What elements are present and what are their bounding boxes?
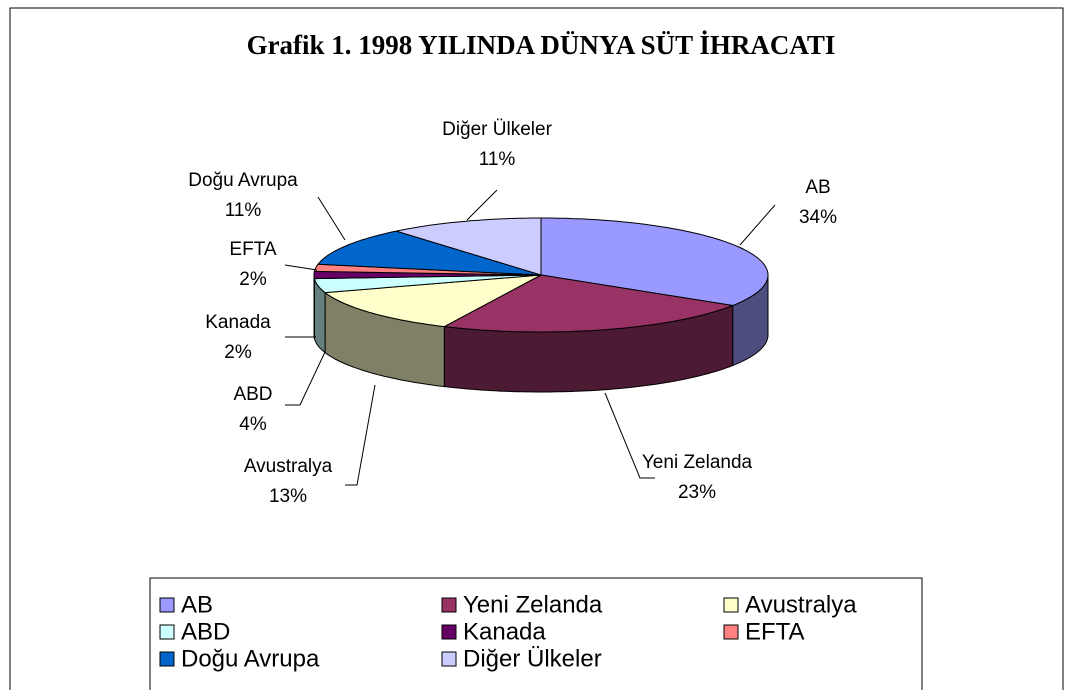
slice-value-label: 11% [225, 200, 262, 221]
slice-value-label: 13% [269, 486, 307, 507]
slice [313, 270, 542, 280]
leader-line [739, 204, 776, 246]
legend-swatch [723, 624, 739, 640]
leader-line [604, 392, 655, 479]
slice-label: Kanada [205, 312, 271, 333]
legend-swatch [441, 624, 457, 640]
leader-line [285, 351, 326, 406]
slice-label: Avustralya [244, 456, 333, 477]
slice [313, 274, 542, 294]
slice-label: Doğu Avrupa [188, 170, 298, 191]
legend-label: Yeni Zelanda [463, 591, 603, 618]
legend-swatch [723, 597, 739, 613]
legend-label: Avustralya [745, 591, 857, 618]
slice-label: AB [805, 177, 830, 198]
slice-value-label: 11% [479, 149, 516, 170]
legend-label: Diğer Ülkeler [463, 645, 602, 672]
leader-line [284, 264, 318, 271]
legend-swatch [159, 597, 175, 613]
slice [316, 230, 542, 276]
slice-value-label: 23% [678, 482, 716, 503]
slice-value-label: 34% [799, 207, 837, 228]
legend-label: EFTA [745, 618, 805, 645]
legend-swatch [159, 624, 175, 640]
legend-box [149, 577, 923, 690]
slice-label: Yeni Zelanda [642, 452, 753, 473]
slice-value-label: 2% [224, 342, 252, 363]
legend-label: Doğu Avrupa [181, 645, 320, 672]
leader-line [345, 384, 376, 486]
leader-line [317, 196, 346, 241]
slice-label: EFTA [229, 239, 276, 260]
legend-label: Kanada [463, 618, 546, 645]
slice [323, 274, 542, 328]
legend-label: AB [181, 591, 213, 618]
slice [396, 217, 542, 276]
legend-swatch [441, 651, 457, 667]
legend-swatch [159, 651, 175, 667]
slice-label: Diğer Ülkeler [442, 119, 552, 140]
legend-swatch [441, 597, 457, 613]
slice-label: ABD [233, 384, 272, 405]
slice-value-label: 4% [239, 414, 267, 435]
slice [442, 274, 735, 333]
legend-label: ABD [181, 618, 230, 645]
leader-line [466, 189, 498, 221]
chart-title: Grafik 1. 1998 YILINDA DÜNYA SÜT İHRACAT… [247, 30, 836, 60]
slice-value-label: 2% [239, 269, 267, 290]
